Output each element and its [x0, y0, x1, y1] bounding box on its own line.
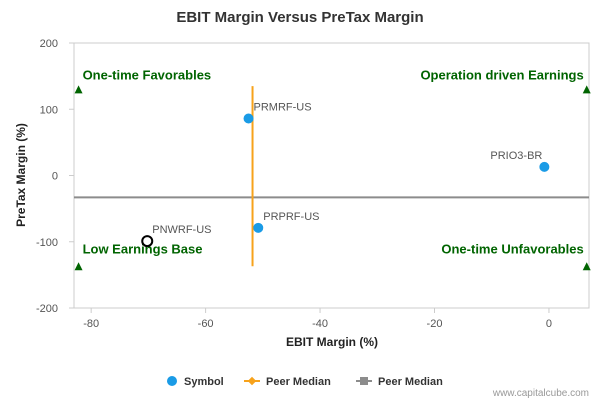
plot-area — [73, 42, 590, 309]
data-point[interactable] — [141, 235, 154, 248]
data-points: PRMRF-US PRIO3-BR PRPRF-US PNWRF-US — [141, 102, 550, 248]
y-tick-label: 100 — [40, 104, 58, 116]
legend-item-peer-median-x[interactable]: Peer Median — [244, 376, 331, 388]
x-tick-label: -80 — [83, 318, 99, 330]
y-tick-label: 0 — [52, 171, 58, 183]
quadrant-labels: One-time Favorables Operation driven Earn… — [74, 67, 591, 271]
y-tick-label: -100 — [36, 237, 58, 249]
x-tick-label: -20 — [427, 318, 443, 330]
quadrant-triangle-icon — [582, 85, 591, 94]
quadrant-triangle-icon — [74, 85, 83, 94]
data-point[interactable] — [539, 161, 550, 172]
y-axis-title: PreTax Margin (%) — [14, 123, 28, 227]
data-point[interactable] — [253, 222, 264, 233]
x-tick-label: -40 — [312, 318, 328, 330]
data-point-label: PRPRF-US — [263, 211, 319, 223]
legend-symbol-label: Symbol — [184, 376, 224, 388]
chart-title: EBIT Margin Versus PreTax Margin — [176, 9, 423, 26]
legend-item-peer-median-y[interactable]: Peer Median — [356, 376, 443, 388]
quadrant-bottom-right-label: One-time Unfavorables — [441, 242, 583, 257]
credit-text: www.capitalcube.com — [492, 388, 589, 399]
data-point[interactable] — [243, 113, 254, 124]
y-tick-label: -200 — [36, 303, 58, 315]
legend: Symbol Peer Median Peer Median — [167, 376, 443, 388]
legend-symbol-marker — [167, 376, 177, 386]
x-tick-label: -60 — [198, 318, 214, 330]
data-point-label: PRIO3-BR — [490, 150, 542, 162]
quadrant-bottom-left-label: Low Earnings Base — [83, 242, 203, 257]
legend-item-symbol[interactable]: Symbol — [167, 376, 224, 388]
y-axis-ticks: 200 100 0 -100 -200 — [36, 38, 74, 315]
data-point-label: PRMRF-US — [254, 102, 312, 114]
x-axis-ticks: -80 -60 -40 -20 0 — [83, 308, 552, 330]
y-tick-label: 200 — [40, 38, 58, 50]
legend-median-x-marker — [247, 376, 257, 386]
quadrant-triangle-icon — [582, 262, 591, 271]
legend-peer-median-y-label: Peer Median — [378, 376, 443, 388]
legend-median-y-marker — [360, 377, 368, 385]
legend-peer-median-x-label: Peer Median — [266, 376, 331, 388]
quadrant-top-left-label: One-time Favorables — [83, 67, 212, 82]
quadrant-top-right-label: Operation driven Earnings — [420, 67, 583, 82]
data-point-label: PNWRF-US — [152, 224, 211, 236]
x-tick-label: 0 — [546, 318, 552, 330]
quadrant-triangle-icon — [74, 262, 83, 271]
x-axis-title: EBIT Margin (%) — [286, 335, 378, 349]
